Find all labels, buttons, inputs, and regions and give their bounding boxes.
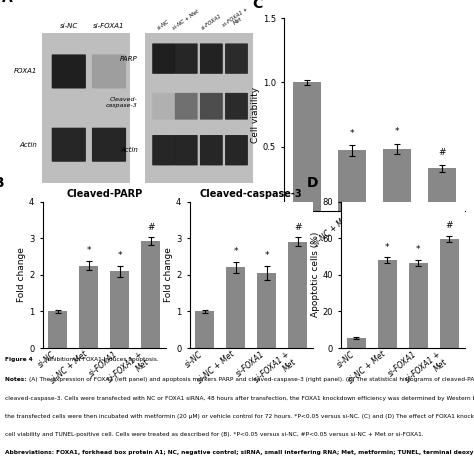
Y-axis label: Apoptotic cells (%): Apoptotic cells (%) — [310, 232, 319, 317]
Text: #: # — [294, 223, 301, 232]
Title: Cleaved-PARP: Cleaved-PARP — [66, 189, 142, 199]
Text: cell viability and TUNEL-positive cell. Cells were treated as described for (B).: cell viability and TUNEL-positive cell. … — [5, 432, 423, 437]
FancyBboxPatch shape — [152, 135, 175, 165]
Bar — [409, 263, 428, 348]
Text: Actin: Actin — [19, 142, 37, 148]
Bar — [347, 338, 366, 348]
Text: PARP: PARP — [120, 55, 138, 62]
Bar — [292, 82, 320, 211]
Bar — [79, 266, 99, 348]
Text: the transfected cells were then incubated with metformin (20 μM) or vehicle cont: the transfected cells were then incubate… — [5, 414, 474, 419]
Bar — [383, 149, 411, 211]
Bar — [338, 150, 366, 211]
Bar — [146, 33, 254, 183]
FancyBboxPatch shape — [52, 128, 86, 162]
FancyBboxPatch shape — [152, 93, 175, 120]
Text: si-NC: si-NC — [156, 19, 171, 31]
FancyBboxPatch shape — [200, 44, 223, 74]
Text: cleaved-caspase-3. Cells were transfected with NC or FOXA1 siRNA, 48 hours after: cleaved-caspase-3. Cells were transfecte… — [5, 396, 474, 401]
Bar — [257, 273, 276, 348]
FancyBboxPatch shape — [225, 135, 248, 165]
Bar — [110, 271, 129, 348]
Bar — [43, 33, 130, 183]
Text: si-NC: si-NC — [60, 23, 78, 29]
Text: Cleaved-
caspase-3: Cleaved- caspase-3 — [106, 98, 138, 108]
FancyBboxPatch shape — [175, 135, 198, 165]
Y-axis label: Cell viability: Cell viability — [251, 87, 260, 142]
FancyBboxPatch shape — [92, 128, 126, 162]
Bar — [288, 242, 307, 348]
Text: *: * — [385, 243, 390, 251]
Text: Figure 4: Figure 4 — [5, 357, 33, 362]
Bar — [195, 311, 214, 348]
Text: C: C — [252, 0, 262, 11]
Bar — [48, 311, 67, 348]
Text: si-NC + Met: si-NC + Met — [172, 9, 201, 31]
Text: Inhibition of FOXA1 induces apoptosis.: Inhibition of FOXA1 induces apoptosis. — [44, 357, 159, 362]
Text: (A) The expression of FOXA1 (left panel) and apoptosis markers PARP and cleaved-: (A) The expression of FOXA1 (left panel)… — [29, 377, 474, 382]
Text: Abbreviations: FOXA1, forkhead box protein A1; NC, negative control; siRNA, smal: Abbreviations: FOXA1, forkhead box prote… — [5, 450, 474, 455]
Text: D: D — [307, 176, 318, 190]
FancyBboxPatch shape — [225, 44, 248, 74]
FancyBboxPatch shape — [200, 93, 223, 120]
Bar — [226, 267, 246, 348]
Text: *: * — [118, 251, 122, 260]
Text: si-FOXA1 +
Met: si-FOXA1 + Met — [221, 6, 251, 31]
Text: *: * — [234, 247, 238, 256]
Bar — [141, 241, 160, 348]
Text: si-FOXA1: si-FOXA1 — [200, 13, 222, 31]
Text: *: * — [350, 129, 354, 137]
Text: A: A — [2, 0, 13, 5]
Text: #: # — [147, 223, 155, 232]
Bar — [440, 239, 459, 348]
FancyBboxPatch shape — [52, 55, 86, 88]
FancyBboxPatch shape — [152, 44, 175, 74]
Bar — [378, 260, 397, 348]
Text: Notes:: Notes: — [5, 377, 28, 382]
FancyBboxPatch shape — [175, 93, 198, 120]
Text: #: # — [438, 148, 446, 157]
Y-axis label: Fold change: Fold change — [17, 247, 26, 302]
Title: Cleaved-caspase-3: Cleaved-caspase-3 — [200, 189, 302, 199]
Text: FOXA1: FOXA1 — [14, 68, 37, 75]
Y-axis label: Fold change: Fold change — [164, 247, 173, 302]
FancyBboxPatch shape — [92, 55, 126, 88]
Bar — [428, 169, 456, 211]
Text: *: * — [264, 251, 269, 260]
Text: *: * — [87, 246, 91, 255]
Text: #: # — [446, 222, 453, 230]
FancyBboxPatch shape — [225, 93, 248, 120]
FancyBboxPatch shape — [200, 135, 223, 165]
FancyBboxPatch shape — [175, 44, 198, 74]
Text: Actin: Actin — [120, 147, 138, 153]
Text: *: * — [416, 245, 420, 254]
Text: *: * — [395, 127, 399, 136]
Text: B: B — [0, 176, 4, 190]
Text: si-FOXA1: si-FOXA1 — [93, 23, 125, 29]
